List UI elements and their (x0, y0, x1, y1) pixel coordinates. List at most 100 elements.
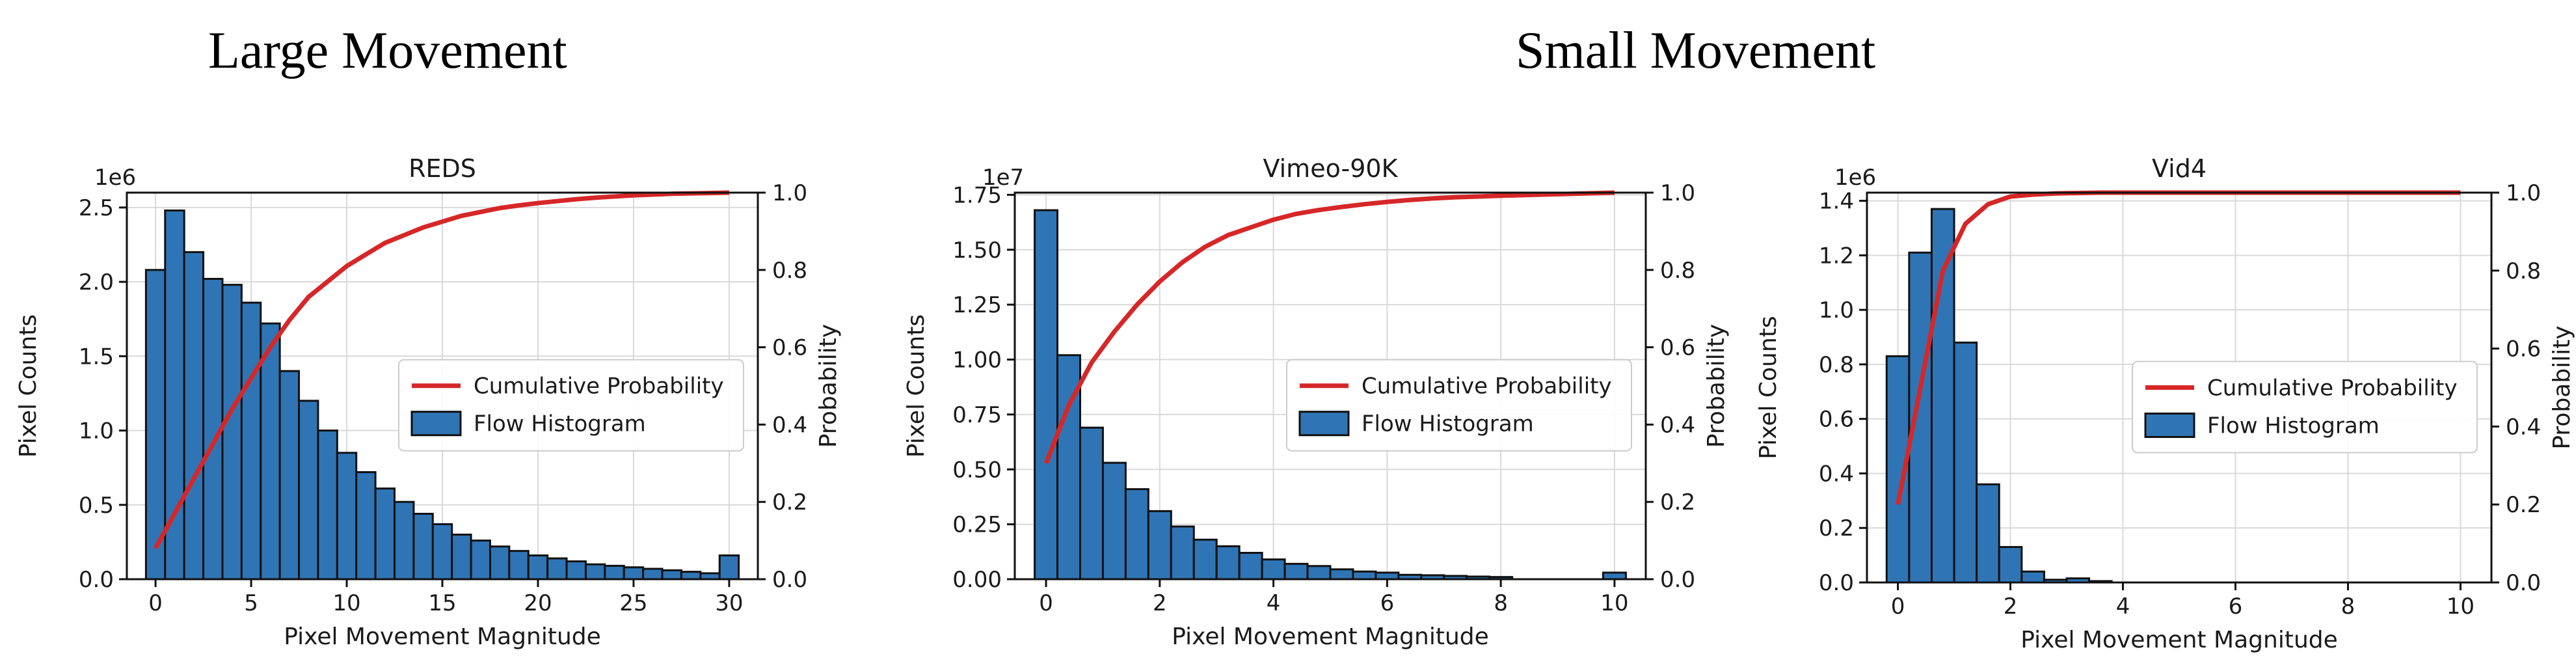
y-offset-label: 1e6 (94, 165, 136, 191)
histogram-bar (508, 550, 530, 581)
legend-label-bars: Flow Histogram (474, 411, 646, 437)
histogram-bar (642, 567, 664, 581)
y2-axis-label: Probability (2549, 325, 2575, 449)
histogram-bar (1079, 426, 1104, 581)
y-tick-label: 0.50 (952, 457, 1002, 483)
y2-tick-label: 0.2 (772, 489, 807, 515)
histogram-bar (1283, 562, 1309, 581)
y-tick-label: 1.75 (952, 182, 1002, 208)
histogram-bar (278, 370, 301, 581)
cumulative-probability-line (154, 190, 729, 550)
y-tick-label: 0.00 (952, 567, 1002, 593)
histogram-bar (1953, 341, 1978, 584)
histogram-bar (240, 301, 262, 581)
y-tick-label: 0.4 (1819, 461, 1854, 487)
x-tick-label: 30 (715, 590, 743, 616)
y-tick-label: 0.0 (79, 567, 114, 593)
x-tick-label: 20 (524, 590, 552, 616)
histogram-bar (1215, 545, 1241, 581)
histogram-bar (1998, 546, 2023, 584)
y-tick-label: 1.0 (79, 418, 114, 444)
y-tick-label: 1.5 (79, 344, 114, 370)
histogram-bar (1124, 488, 1149, 581)
histogram-bars (1034, 209, 1627, 581)
legend-label-bars: Flow Histogram (2207, 413, 2380, 439)
vid4-chart: 0.0 0.2 0.4 0.6 0.8 1.0 1.2 1.4 0.0 0.2 0.4 0.6 0.8 1… (1755, 154, 2575, 653)
y2-tick-label: 1.0 (1660, 180, 1695, 206)
histogram-bar (565, 560, 587, 581)
y-tick-label: 2.0 (79, 269, 114, 295)
x-tick-label: 8 (2341, 594, 2355, 620)
cumulative-probability-line (1043, 190, 1615, 465)
y2-tick-label: 0.6 (2506, 336, 2541, 362)
y-tick-label: 1.4 (1819, 189, 1854, 215)
y-tick-label: 0.5 (79, 493, 114, 519)
x-axis-label: Pixel Movement Magnitude (2020, 627, 2338, 653)
x-tick-label: 5 (244, 590, 258, 616)
y2-tick-label: 0.0 (772, 567, 807, 593)
histogram-bar (183, 251, 205, 581)
legend-bar-swatch (1298, 411, 1350, 437)
histogram-bar (1352, 570, 1377, 581)
x-tick-label: 0 (1039, 590, 1053, 616)
y2-tick-label: 0.8 (2506, 258, 2541, 284)
histogram-bar (1261, 558, 1286, 581)
y-tick-label: 1.00 (952, 348, 1002, 374)
histogram-bars (144, 209, 740, 581)
x-tick-label: 10 (1600, 590, 1628, 616)
y-offset-label: 1e7 (982, 165, 1024, 191)
x-tick-label: 2 (2004, 594, 2018, 620)
histogram-bar (355, 471, 377, 581)
legend-box (1286, 359, 1632, 452)
x-tick-label: 4 (2116, 594, 2130, 620)
cumulative-probability-line (1896, 190, 2461, 505)
histogram-bar (1147, 510, 1172, 581)
histogram-bar (1375, 571, 1400, 581)
histogram-bar (394, 500, 415, 581)
x-tick-label: 0 (148, 590, 163, 616)
y-offset-label: 1e6 (1834, 165, 1876, 191)
x-tick-label: 6 (2229, 594, 2243, 620)
histogram-bar (718, 554, 740, 581)
histogram-bar (221, 284, 243, 581)
histogram-bar (374, 487, 396, 581)
histogram-bar (412, 512, 434, 581)
y2-tick-label: 0.2 (1660, 489, 1695, 515)
histogram-bar (260, 322, 281, 581)
x-tick-label: 4 (1267, 590, 1281, 616)
histogram-bar (317, 430, 338, 581)
y-tick-label: 2.5 (79, 195, 114, 221)
legend-label-line: Cumulative Probability (2207, 375, 2458, 401)
histogram-bar (527, 554, 549, 581)
plot-frame (1866, 191, 2493, 584)
y2-axis-label: Probability (1703, 324, 1730, 448)
chart-title: Vimeo-90K (1263, 154, 1398, 183)
legend-bar-swatch (410, 411, 462, 437)
heading-large-movement: Large Movement (208, 22, 567, 79)
y2-tick-label: 0.6 (772, 335, 807, 361)
x-axis-label: Pixel Movement Magnitude (1172, 623, 1489, 650)
histogram-bar (1930, 208, 1955, 584)
y2-tick-label: 0.0 (2506, 570, 2541, 596)
y2-tick-label: 0.8 (1660, 258, 1695, 284)
y-tick-label: 0.6 (1819, 407, 1854, 433)
y2-tick-label: 0.2 (2506, 492, 2541, 518)
y-tick-label: 1.50 (952, 238, 1002, 264)
x-tick-label: 0 (1891, 594, 1905, 620)
reds-chart: 0.0 0.5 1.0 1.5 2.0 2.5 0.0 0.2 0.4 0.6 0.8 1.0 0 5 10… (15, 154, 842, 650)
x-axis-label: Pixel Movement Magnitude (284, 623, 601, 650)
histogram-bar (2020, 570, 2045, 584)
histogram-bar (431, 523, 453, 581)
histogram-bar (298, 400, 319, 581)
histogram-bar (1170, 525, 1195, 581)
plot-frame (1013, 191, 1647, 581)
y-axis-label: Pixel Counts (15, 314, 42, 458)
y2-tick-label: 0.4 (1660, 412, 1695, 438)
x-tick-label: 10 (332, 590, 360, 616)
histogram-bar (661, 569, 682, 581)
histogram-bar (584, 563, 606, 581)
x-tick-label: 15 (428, 590, 456, 616)
y-tick-label: 0.25 (952, 512, 1002, 538)
y2-tick-label: 0.4 (2506, 414, 2541, 440)
x-tick-label: 8 (1494, 590, 1508, 616)
